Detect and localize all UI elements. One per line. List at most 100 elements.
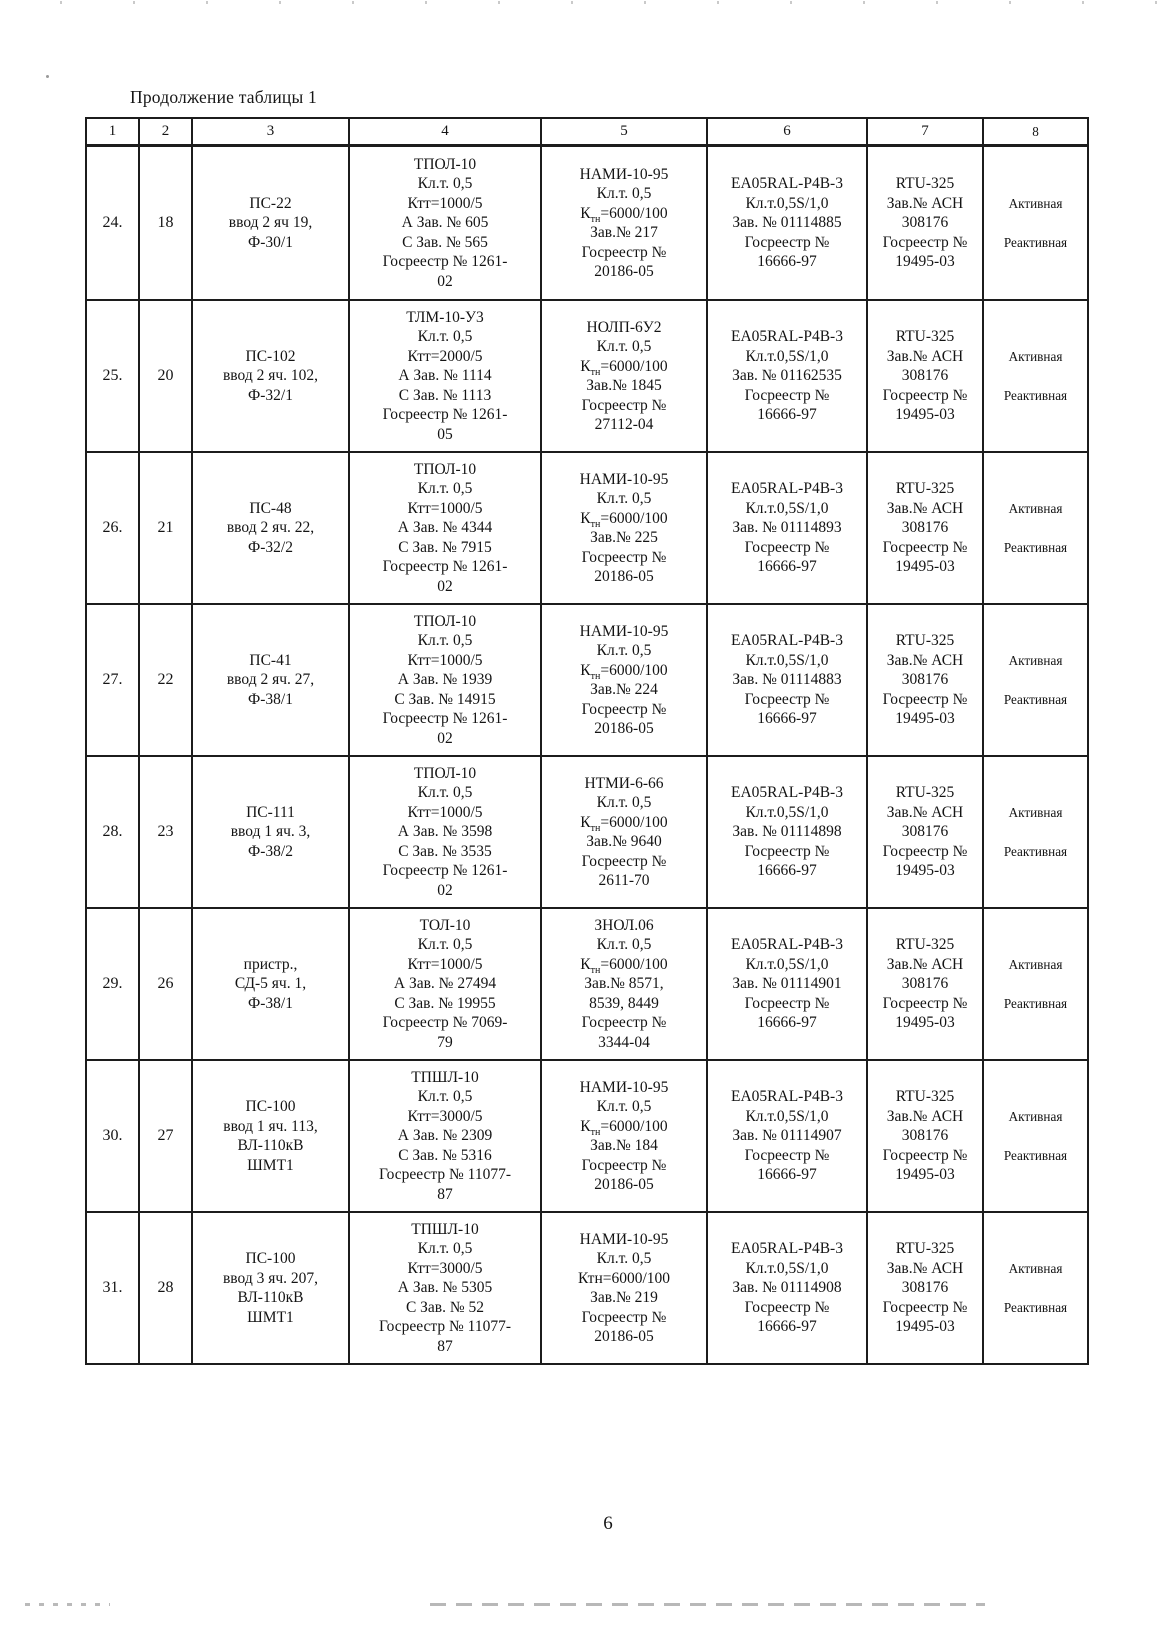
cell-line: 27112-04	[594, 416, 654, 433]
cell-line: 87	[437, 1337, 453, 1355]
table-row: 25. 20 ПС-102 ввод 2 яч. 102, Ф-32/1 ТЛМ-10-У…	[87, 299, 1087, 451]
cell-line: Зав. № 01114883	[732, 671, 842, 689]
cell-line: RTU-325	[895, 632, 955, 650]
voltage-transformer-cell: НАМИ-10-95 Кл.т. 0,5 Ктн=6000/100 Зав.№ 224…	[542, 605, 708, 755]
scan-noise-dot	[46, 75, 49, 78]
cell-line: 27	[157, 1127, 174, 1145]
cell-line: Зав. № 01114885	[732, 214, 842, 232]
point-number-cell: 22	[140, 605, 193, 755]
cell-line: ВЛ-110кВ	[237, 1137, 304, 1154]
cell-line: 87	[437, 1185, 453, 1203]
cell-line: Кл.т. 0,5	[596, 936, 652, 954]
cell-line: 19495-03	[895, 406, 955, 424]
cell-line: 22	[157, 671, 174, 689]
cell-line: Ф-38/1	[248, 994, 293, 1012]
table-row: 29. 26 пристр., СД-5 яч. 1, Ф-38/1 ТОЛ-10 Кл.т…	[87, 907, 1087, 1059]
point-number-cell: 21	[140, 453, 193, 603]
row-number-cell: 26.	[87, 453, 140, 603]
cell-line: Кл.т. 0,5	[417, 1088, 473, 1106]
cell-line: Ктт=1000/5	[407, 955, 483, 973]
current-transformer-cell: ТПОЛ-10 Кл.т. 0,5 Ктт=1000/5 А Зав. № 1939 С…	[350, 605, 542, 755]
cell-line: Госреестр №	[744, 233, 830, 251]
cell-line: 24.	[102, 214, 123, 232]
cell-line: Госреестр №	[744, 538, 830, 556]
cell-line: 21	[157, 519, 174, 537]
cell-line: Ктн=6000/100	[580, 813, 668, 834]
cell-line: 8	[1032, 124, 1039, 139]
cell-line: ввод 2 яч. 102,	[222, 367, 319, 385]
cell-line: ввод 2 яч 19,	[228, 214, 313, 232]
cell-line: Реактивная	[1003, 692, 1068, 707]
cell-line: Зав.№ АСН	[886, 499, 964, 517]
cell-line: Ф-32/1	[248, 386, 293, 404]
cell-line: Кл.т. 0,5	[596, 185, 652, 202]
point-number-cell: 18	[140, 147, 193, 299]
cell-line: Ктн=6000/100	[577, 1269, 671, 1287]
cell-line: ввод 3 яч. 207,	[222, 1269, 319, 1287]
cell-line: Ктн=6000/100	[580, 204, 668, 225]
meter-cell: EA05RAL-P4B-3 Кл.т.0,5S/1,0 Зав. № 0111488…	[708, 147, 868, 299]
cell-line: Зав.№ 1845	[586, 377, 662, 394]
cell-line: 26	[157, 975, 174, 993]
current-transformer-cell: ТПОЛ-10 Кл.т. 0,5 Ктт=1000/5 А Зав. № 3598 С…	[350, 757, 542, 907]
cell-line: Госреестр №	[744, 386, 830, 404]
table-row: 27. 22 ПС-41 ввод 2 яч. 27, Ф-38/1 ТПОЛ-10 Кл.…	[87, 603, 1087, 755]
table-row: 26. 21 ПС-48 ввод 2 яч. 22, Ф-32/2 ТПОЛ-10 Кл.…	[87, 451, 1087, 603]
cell-line: 25.	[102, 367, 123, 385]
cell-line: Госреестр № 1261-	[382, 253, 508, 271]
cell-line: Госреестр №	[882, 1146, 968, 1164]
cell-line: 4	[441, 123, 449, 139]
cell-line: 29.	[102, 975, 123, 993]
cell-line: С Зав. № 14915	[394, 690, 496, 708]
cell-line: Госреестр №	[882, 538, 968, 556]
column-header-8: 8	[984, 119, 1087, 144]
object-name-cell: пристр., СД-5 яч. 1, Ф-38/1	[193, 909, 350, 1059]
rtu-device-cell: RTU-325 Зав.№ АСН 308176 Госреестр № 19495-0…	[868, 1213, 984, 1363]
table-row: 28. 23 ПС-111 ввод 1 яч. 3, Ф-38/2 ТПОЛ-10 Кл.…	[87, 755, 1087, 907]
column-header-4: 4	[350, 119, 542, 144]
current-transformer-cell: ТПШЛ-10 Кл.т. 0,5 Ктт=3000/5 А Зав. № 2309 С…	[350, 1061, 542, 1211]
table-row: 24. 18 ПС-22 ввод 2 яч 19, Ф-30/1 ТПОЛ-10 Кл.т…	[87, 147, 1087, 299]
cell-line: Кл.т. 0,5	[596, 1098, 652, 1115]
cell-line: Реактивная	[1003, 1148, 1068, 1163]
cell-line: А Зав. № 4344	[397, 519, 493, 537]
cell-line: 30.	[102, 1127, 123, 1145]
cell-line: Активная	[1008, 652, 1063, 668]
cell-line: 31.	[102, 1279, 123, 1297]
cell-line: ТЛМ-10-У3	[406, 308, 484, 326]
cell-line: ТПОЛ-10	[413, 764, 477, 782]
cell-line: Ктн=6000/100	[580, 357, 668, 378]
cell-line: RTU-325	[895, 480, 955, 498]
cell-line: EA05RAL-P4B-3	[731, 632, 843, 650]
cell-line: Ктт=1000/5	[407, 499, 483, 517]
cell-line: С Зав. № 19955	[394, 994, 496, 1012]
cell-line: Зав. № 01114907	[732, 1127, 842, 1145]
cell-line: ПС-111	[246, 803, 295, 821]
cell-line: RTU-325	[895, 1088, 955, 1106]
cell-line: 20186-05	[594, 263, 654, 280]
meter-cell: EA05RAL-P4B-3 Кл.т.0,5S/1,0 Зав. № 0111490…	[708, 1213, 868, 1363]
cell-line: Кл.т. 0,5	[596, 1250, 652, 1267]
cell-line: А Зав. № 1114	[398, 367, 492, 385]
current-transformer-cell: ТОЛ-10 Кл.т. 0,5 Ктт=1000/5 А Зав. № 27494 С…	[350, 909, 542, 1059]
cell-line: ввод 1 яч. 113,	[223, 1117, 318, 1135]
current-transformer-cell: ТПОЛ-10 Кл.т. 0,5 Ктт=1000/5 А Зав. № 605 С …	[350, 147, 542, 299]
cell-line: Госреестр №	[882, 994, 968, 1012]
cell-line: 28.	[102, 823, 123, 841]
cell-line: Госреестр №	[882, 842, 968, 860]
cell-line: А Зав. № 27494	[393, 975, 497, 993]
cell-line: 308176	[901, 975, 949, 993]
cell-line: Кл.т. 0,5	[417, 480, 473, 498]
cell-line: НОЛП-6У2	[586, 318, 662, 336]
cell-line: НАМИ-10-95	[579, 1230, 669, 1248]
cell-line: RTU-325	[895, 1240, 955, 1258]
cell-line: 20186-05	[594, 1176, 654, 1193]
cell-line: НАМИ-10-95	[579, 1078, 669, 1096]
cell-line: RTU-325	[895, 328, 955, 346]
cell-line: Зав.№ 219	[590, 1289, 658, 1306]
cell-line: Активная	[1008, 348, 1063, 364]
meter-cell: EA05RAL-P4B-3 Кл.т.0,5S/1,0 Зав. № 0111490…	[708, 1061, 868, 1211]
energy-type-cell: Активная Реактивная	[984, 301, 1087, 451]
cell-line: Реактивная	[1003, 844, 1068, 859]
cell-line: Кл.т.0,5S/1,0	[745, 651, 829, 669]
